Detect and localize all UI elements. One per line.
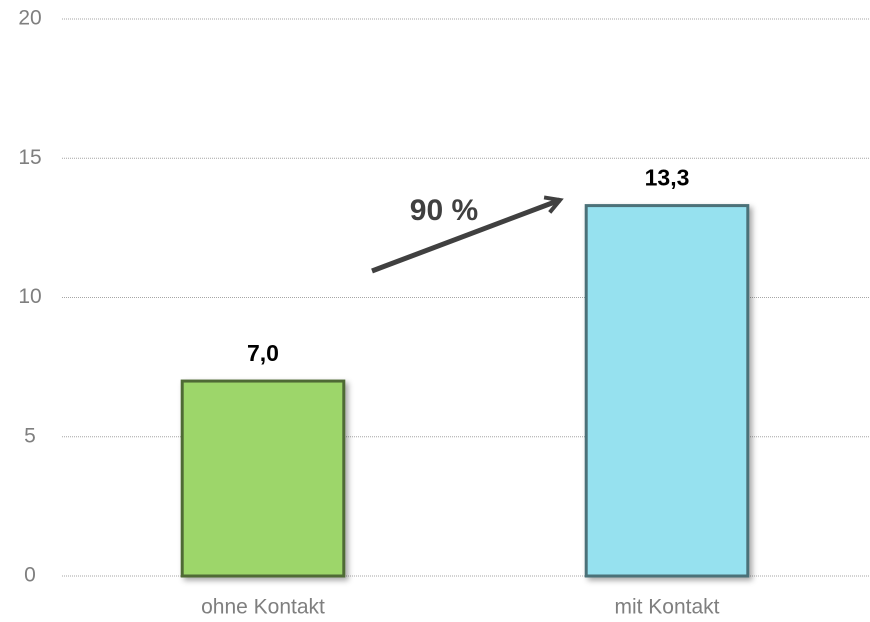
x-tick-label: ohne Kontakt [201, 596, 325, 619]
x-tick-label: mit Kontakt [614, 596, 719, 619]
annotation-arrow [371, 195, 564, 274]
y-tick-label: 15 [18, 146, 41, 169]
value-label: 7,0 [247, 340, 279, 366]
value-label: 13,3 [645, 165, 690, 191]
annotation: 90 % [410, 194, 478, 227]
bar [584, 204, 750, 578]
bar [180, 379, 346, 578]
y-tick-label: 0 [24, 564, 36, 587]
y-tick-label: 10 [18, 285, 41, 308]
y-tick-label: 20 [18, 7, 41, 30]
y-tick-label: 5 [24, 424, 36, 447]
